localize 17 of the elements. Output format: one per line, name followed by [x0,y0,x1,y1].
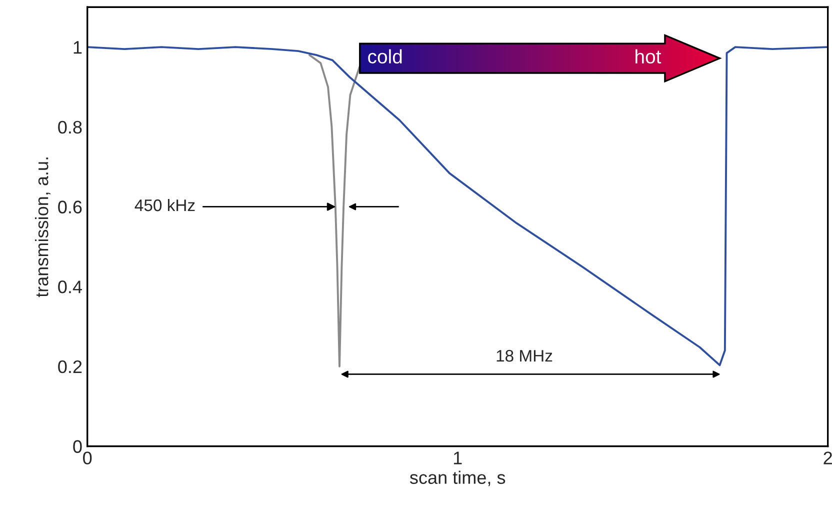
x-tick-label: 2 [824,452,832,464]
annotation: cold [368,49,402,64]
y-axis-title: transmission, a.u. [35,158,50,298]
y-tick-label: 1 [74,41,82,54]
x-axis-title: scan time, s [410,470,506,486]
y-tick-label: 0.8 [58,120,82,134]
line-series [87,46,828,366]
y-tick-label: 0.6 [58,200,82,214]
y-tick-label: 0.4 [58,280,82,294]
y-tick-label: 0 [73,440,82,453]
annotation: 450 kHz [134,198,195,212]
y-tick-label: 0.2 [58,360,82,374]
line-series [308,54,360,368]
x-tick-label: 1 [454,452,462,464]
annotation: 18 MHz [496,350,552,362]
x-tick-label: 0 [83,452,92,464]
annotation: hot [636,49,662,64]
